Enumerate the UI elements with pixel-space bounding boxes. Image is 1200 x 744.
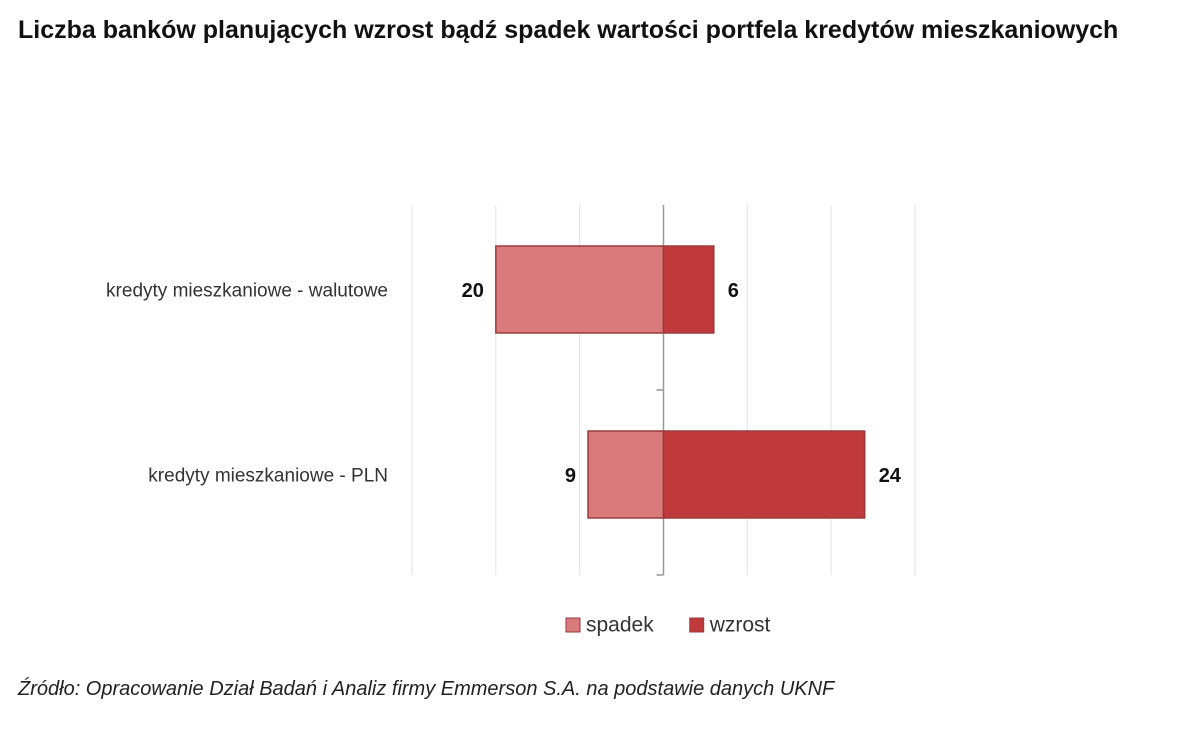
bar [587,430,665,519]
legend-label: wzrost [709,614,771,637]
legend-label: spadek [586,614,654,637]
data-label: 9 [565,465,576,487]
bar [662,430,866,519]
data-label: 20 [462,280,484,302]
data-label: 6 [728,280,739,302]
chart-title: Liczba banków planujących wzrost bądź sp… [18,16,1119,44]
legend-swatch [565,617,581,633]
legend-swatch [689,617,705,633]
y-tick-label: kredyty mieszkaniowe - PLN [148,466,388,487]
source-note: Źródło: Opracowanie Dział Badań i Analiz… [18,678,835,700]
data-label: 24 [879,465,902,487]
y-tick-label: kredyty mieszkaniowe - walutowe [106,281,388,302]
bar [662,245,715,334]
bar [495,245,665,334]
